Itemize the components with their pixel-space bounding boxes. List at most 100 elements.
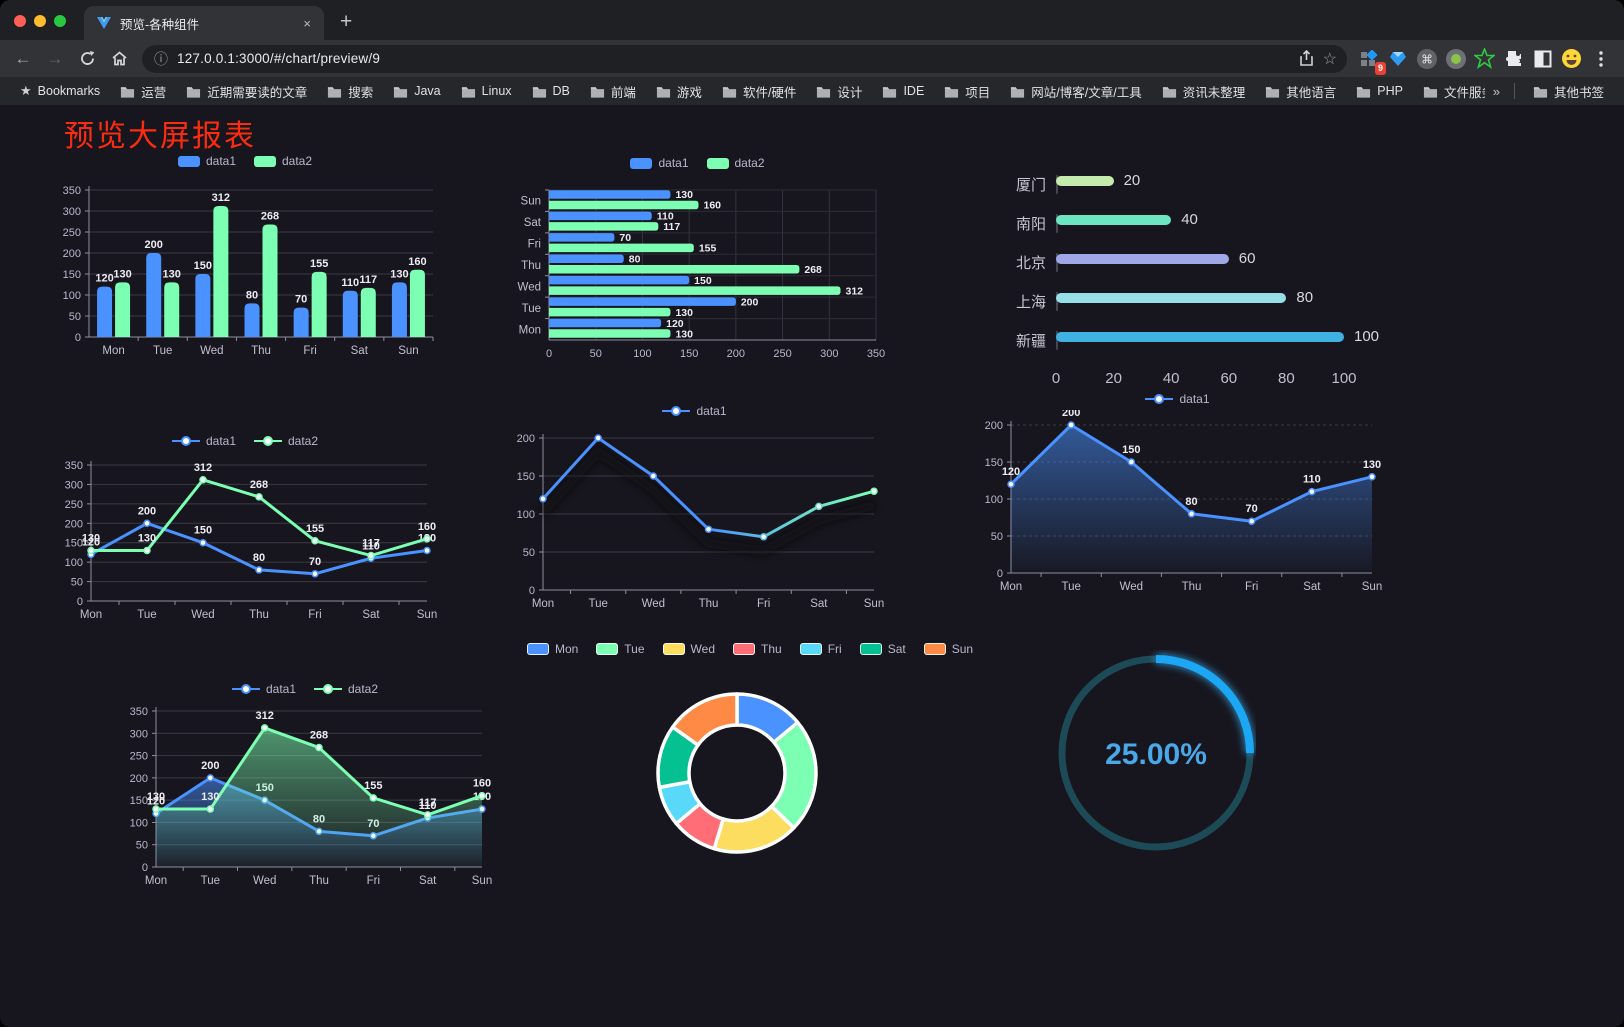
pie-slice-Sun[interactable] [671,692,739,747]
bookmark-star-icon[interactable]: ☆ [1322,50,1337,68]
share-icon[interactable] [1299,50,1314,67]
extensions-puzzle-icon[interactable] [1500,45,1527,72]
legend-item-Wed[interactable]: Wed [662,642,715,656]
bookmark-item[interactable]: 资讯未整理 [1154,79,1254,104]
bookmark-item[interactable]: 设计 [808,79,870,104]
bookmark-label: 文件服务器 [1443,85,1485,100]
new-tab-button[interactable]: + [340,10,353,33]
bookmark-item[interactable]: PHP [1348,81,1411,101]
legend-label: data1 [205,154,236,168]
legend-label: Sun [951,642,974,656]
legend-item-data2[interactable]: data2 [314,682,378,696]
chart-pie: Mon Tue Wed Thu Fri Sat Sun [526,638,973,870]
chart-text: 50 [523,547,535,559]
legend-item-data1[interactable]: data1 [662,404,727,418]
chart-text: Fri [757,598,770,610]
back-icon[interactable]: ← [14,48,32,68]
bar-data2 [262,224,278,337]
kebab-menu-icon[interactable] [1587,45,1614,72]
bookmark-item[interactable]: 软件/硬件 [714,79,804,104]
bar-data1 [549,275,690,285]
forward-icon[interactable]: → [46,48,64,68]
bookmarks-overflow-chevron[interactable]: » [1492,83,1500,99]
legend-item-Thu[interactable]: Thu [733,642,782,656]
bookmark-item[interactable]: 运营 [112,79,174,104]
bookmark-item[interactable]: 其他语言 [1257,79,1344,104]
home-icon[interactable] [104,44,134,74]
data-point [649,472,658,480]
chart-text: 200 [65,518,83,530]
chart-text: Tue [522,303,541,315]
emoji-extension-icon[interactable] [1558,45,1585,72]
green-star-extension-icon[interactable] [1471,45,1498,72]
legend-item-Sun[interactable]: Sun [923,642,974,656]
chart-text: Fri [303,345,316,357]
chart-text: 100 [63,290,81,302]
svg-text:⌘: ⌘ [1421,52,1433,66]
extension-grid-icon[interactable]: 9 [1355,45,1386,75]
chart-legend: data1 data2 [505,152,890,174]
bookmark-item[interactable]: Java [385,81,448,101]
command-extension-icon[interactable]: ⌘ [1413,45,1440,72]
legend-item-Mon[interactable]: Mon [526,642,578,656]
bookmark-item[interactable]: 搜索 [319,79,381,104]
data-point [369,794,378,802]
chart-text: 100 [130,817,148,829]
folder-icon [1533,86,1548,98]
bookmark-item[interactable]: 前端 [582,79,644,104]
legend-item-data2[interactable]: data2 [706,156,765,170]
folder-icon [1162,86,1176,98]
site-info-icon[interactable]: ⓘ [154,50,168,67]
legend-label: data2 [348,682,379,696]
browser-tab[interactable]: 预览-各种组件 × [84,6,324,40]
legend-item-data1[interactable]: data1 [177,154,236,168]
chart-text: 70 [619,232,631,244]
bar-data2 [164,282,180,337]
other-bookmarks-folder[interactable]: 其他书签 [1525,79,1612,104]
legend-item-data2[interactable]: data2 [254,434,318,448]
gem-extension-icon[interactable] [1384,45,1411,72]
window-zoom-button[interactable] [54,15,66,27]
axis-tick-label: 0 [1051,370,1061,387]
legend-label: data1 [696,404,727,418]
legend-item-data1[interactable]: data1 [1145,392,1210,406]
legend-item-data2[interactable]: data2 [254,154,312,168]
legend-item-Tue[interactable]: Tue [596,642,645,656]
reload-icon[interactable] [72,44,102,74]
bookmark-label: 近期需要读的文章 [207,85,308,100]
bookmark-item[interactable]: 游戏 [648,79,710,104]
progress-fill [1056,331,1344,342]
bookmark-item[interactable]: 文件服务器 [1415,79,1485,104]
record-extension-icon[interactable] [1442,45,1469,72]
bookmark-label: 项目 [965,85,991,100]
chart-text: 150 [1122,444,1140,456]
chart-text: 150 [194,525,212,537]
legend-label: data1 [205,434,236,448]
bookmark-label: 资讯未整理 [1182,85,1246,100]
tab-close-icon[interactable]: × [303,15,311,31]
legend-item-data1[interactable]: data1 [171,434,236,448]
legend-label: Fri [827,642,842,656]
data-point [311,570,319,578]
address-bar[interactable]: ⓘ 127.0.0.1:3000/#/chart/preview/9 ☆ [142,44,1347,73]
legend-item-Fri[interactable]: Fri [799,642,842,656]
legend-swatch [526,643,549,655]
chart-text: Tue [201,875,220,887]
progress-label: 新疆 [1015,333,1046,350]
bookmark-item[interactable]: IDE [874,81,932,101]
bookmark-item[interactable]: 项目 [936,79,998,104]
window-minimize-button[interactable] [34,15,46,27]
legend-item-data1[interactable]: data1 [231,682,296,696]
window-close-button[interactable] [14,15,26,27]
bookmark-item[interactable]: 近期需要读的文章 [178,79,315,104]
legend-item-data1[interactable]: data1 [630,156,689,170]
bookmark-item[interactable]: ★ Bookmarks [12,80,108,102]
bookmark-item[interactable]: DB [524,81,578,101]
bookmark-item[interactable]: 网站/博客/文章/工具 [1002,79,1149,104]
bookmark-item[interactable]: Linux [453,81,520,101]
legend-item-Sat[interactable]: Sat [859,642,906,656]
dark-mode-extension-icon[interactable] [1529,45,1556,72]
url-text[interactable]: 127.0.0.1:3000/#/chart/preview/9 [177,51,381,66]
axis-tick-label: 40 [1162,370,1180,387]
bar-data2 [549,243,694,253]
